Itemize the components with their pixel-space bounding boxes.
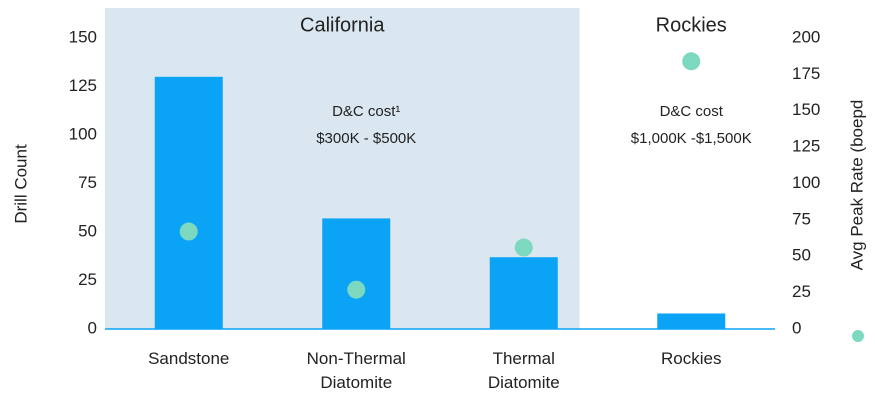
point <box>179 222 198 241</box>
y2-tick-label: 75 <box>792 209 811 228</box>
region-label: Rockies <box>656 14 727 36</box>
y2-tick-label: 150 <box>792 100 820 119</box>
y-tick-label: 0 <box>88 318 97 337</box>
y2-axis-title: Avg Peak Rate (boepd <box>847 100 866 271</box>
y2-tick-label: 125 <box>792 137 820 156</box>
y-tick-label: 50 <box>78 221 97 240</box>
y-tick-label: 25 <box>78 270 97 289</box>
y2-tick-label: 0 <box>792 318 801 337</box>
y-tick-label: 100 <box>69 124 97 143</box>
y-tick-label: 125 <box>69 76 97 95</box>
point <box>347 280 366 299</box>
x-tick-label: Thermal Diatomite <box>488 349 560 392</box>
bar <box>489 257 558 329</box>
x-tick-label: Non-Thermal Diatomite <box>307 349 406 392</box>
y2-tick-label: 50 <box>792 246 811 265</box>
legend-marker <box>852 330 864 342</box>
y2-tick-label: 200 <box>792 27 820 46</box>
x-tick-label: Rockies <box>661 349 721 368</box>
annotation: D&C cost <box>660 103 724 120</box>
annotation: $300K - $500K <box>316 130 416 147</box>
point <box>514 238 533 257</box>
bar <box>154 76 223 329</box>
y-tick-label: 150 <box>69 27 97 46</box>
y-axis-title: Drill Count <box>11 144 30 224</box>
annotation: $1,000K -$1,500K <box>631 130 752 147</box>
y2-tick-label: 25 <box>792 282 811 301</box>
y-tick-label: 75 <box>78 173 97 192</box>
y2-tick-label: 175 <box>792 64 820 83</box>
region-label: California <box>300 14 385 36</box>
annotation: D&C cost¹ <box>332 103 400 120</box>
y2-tick-label: 100 <box>792 173 820 192</box>
bar <box>322 218 391 329</box>
x-tick-label: Sandstone <box>148 349 229 368</box>
bar <box>657 313 726 329</box>
point <box>682 52 701 71</box>
